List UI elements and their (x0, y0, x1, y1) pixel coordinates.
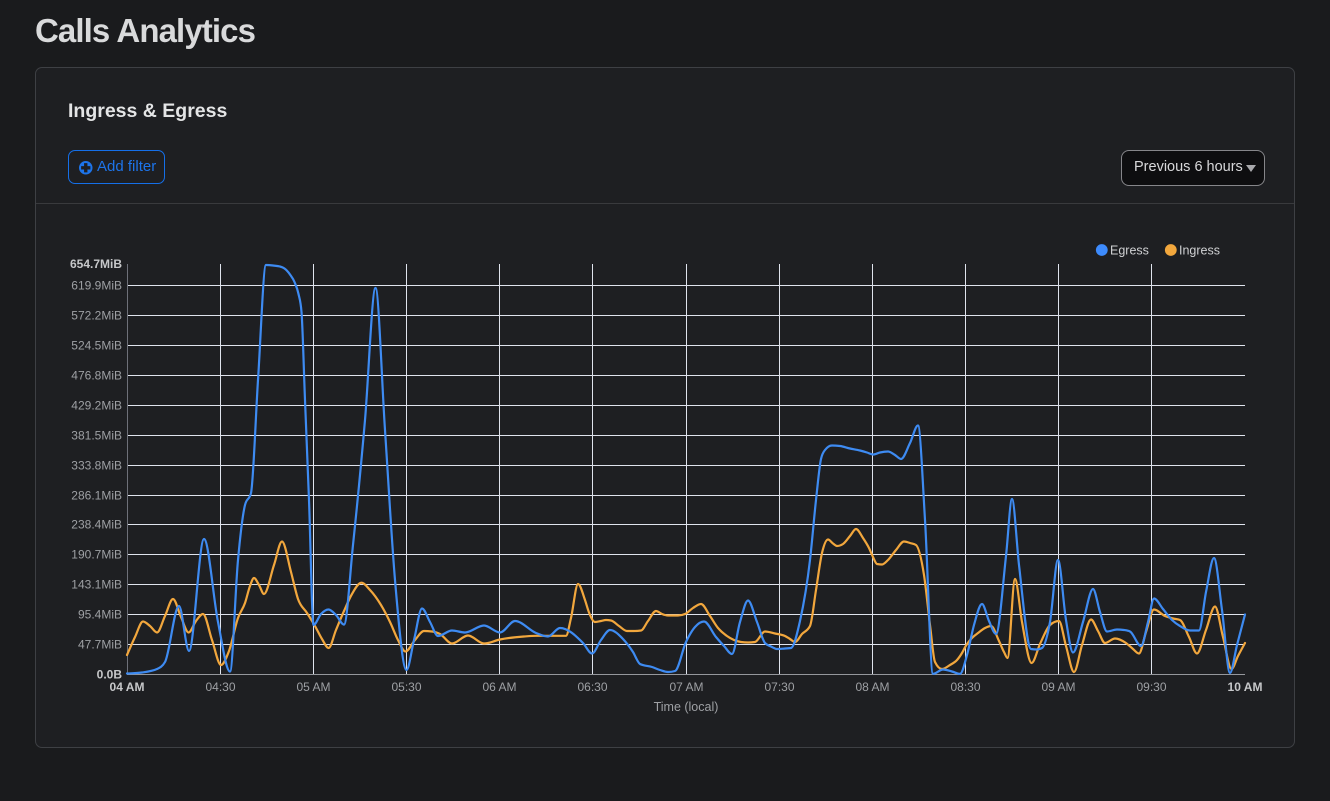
svg-text:09:30: 09:30 (1136, 680, 1166, 694)
svg-text:619.9MiB: 619.9MiB (71, 279, 122, 293)
svg-text:06 AM: 06 AM (482, 680, 516, 694)
svg-text:05:30: 05:30 (391, 680, 421, 694)
svg-text:47.7MiB: 47.7MiB (78, 638, 122, 652)
svg-text:0.0B: 0.0B (97, 668, 123, 682)
svg-text:190.7MiB: 190.7MiB (71, 548, 122, 562)
svg-text:238.4MiB: 238.4MiB (71, 518, 122, 532)
svg-text:572.2MiB: 572.2MiB (71, 309, 122, 323)
svg-text:04:30: 04:30 (205, 680, 235, 694)
svg-text:08:30: 08:30 (950, 680, 980, 694)
svg-text:95.4MiB: 95.4MiB (78, 608, 122, 622)
svg-text:05 AM: 05 AM (296, 680, 330, 694)
svg-text:143.1MiB: 143.1MiB (71, 578, 122, 592)
svg-text:04 AM: 04 AM (110, 680, 145, 694)
svg-text:10 AM: 10 AM (1228, 680, 1263, 694)
svg-text:Time (local): Time (local) (654, 700, 719, 714)
svg-text:07:30: 07:30 (764, 680, 794, 694)
svg-text:476.8MiB: 476.8MiB (71, 369, 122, 383)
svg-text:06:30: 06:30 (577, 680, 607, 694)
svg-text:333.8MiB: 333.8MiB (71, 459, 122, 473)
svg-text:654.7MiB: 654.7MiB (70, 257, 122, 271)
svg-text:429.2MiB: 429.2MiB (71, 399, 122, 413)
svg-text:Egress: Egress (1110, 244, 1149, 258)
svg-text:Ingress: Ingress (1179, 244, 1220, 258)
svg-text:524.5MiB: 524.5MiB (71, 339, 122, 353)
svg-text:381.5MiB: 381.5MiB (71, 429, 122, 443)
svg-text:09 AM: 09 AM (1041, 680, 1075, 694)
svg-text:07 AM: 07 AM (669, 680, 703, 694)
svg-text:08 AM: 08 AM (855, 680, 889, 694)
svg-text:286.1MiB: 286.1MiB (71, 489, 122, 503)
